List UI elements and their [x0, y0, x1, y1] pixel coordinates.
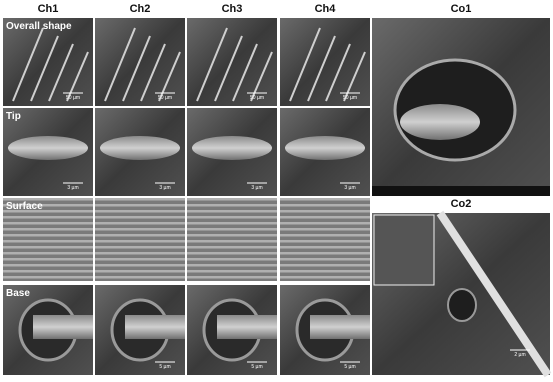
scale-label: 2 µm: [514, 352, 525, 358]
hair-tip: [400, 104, 480, 140]
sem-image: [3, 198, 93, 281]
hair: [307, 35, 336, 102]
hair-base: [310, 315, 370, 339]
column-header: Co2: [451, 198, 472, 210]
hair: [214, 35, 243, 102]
scale-label: 3 µm: [67, 185, 78, 191]
hair-base: [217, 315, 277, 339]
labels: Ch1 Ch2 Ch3 Ch4 Co1 Co2 Overall shape Tip Surfac…: [6, 3, 530, 370]
scale-label: 5 µm: [251, 364, 262, 370]
column-header: Ch2: [130, 3, 151, 15]
hair-tip: [8, 136, 88, 160]
hair: [104, 27, 136, 102]
hair-base: [125, 315, 185, 339]
hair-tip: [100, 136, 180, 160]
column-header: Ch1: [38, 3, 59, 15]
scale-label: 50 µm: [158, 95, 172, 101]
scale-label: 5 µm: [159, 364, 170, 370]
scale-label: 3 µm: [344, 185, 355, 191]
hair: [196, 27, 228, 102]
row-label: Surface: [6, 201, 43, 212]
hair: [325, 43, 351, 102]
hair: [436, 210, 552, 378]
hair: [140, 43, 166, 102]
scale-label: 5 µm: [344, 364, 355, 370]
hair: [122, 35, 151, 102]
hair-tip: [285, 136, 365, 160]
scale-label: 3 µm: [251, 185, 262, 191]
sem-image: [280, 198, 370, 281]
scale-label: 3 µm: [159, 185, 170, 191]
hair: [232, 43, 258, 102]
hair: [289, 27, 321, 102]
scale-label: 50 µm: [343, 95, 357, 101]
info-bar: [372, 186, 550, 196]
hair-base: [33, 315, 93, 339]
panels: [3, 18, 552, 378]
row-label: Tip: [6, 111, 21, 122]
scale-label: 50 µm: [66, 95, 80, 101]
hair: [30, 35, 59, 102]
row-label: Overall shape: [6, 21, 72, 32]
socket: [447, 288, 477, 322]
scale-label: 50 µm: [250, 95, 264, 101]
column-header: Ch4: [315, 3, 337, 15]
hair: [48, 43, 74, 102]
sem-image: [187, 198, 277, 281]
row-label: Base: [6, 288, 30, 299]
sem-image: [95, 198, 185, 281]
hair: [12, 27, 44, 102]
inset: [373, 214, 435, 286]
column-header: Ch3: [222, 3, 243, 15]
column-header: Co1: [451, 3, 472, 15]
hair-tip: [192, 136, 272, 160]
